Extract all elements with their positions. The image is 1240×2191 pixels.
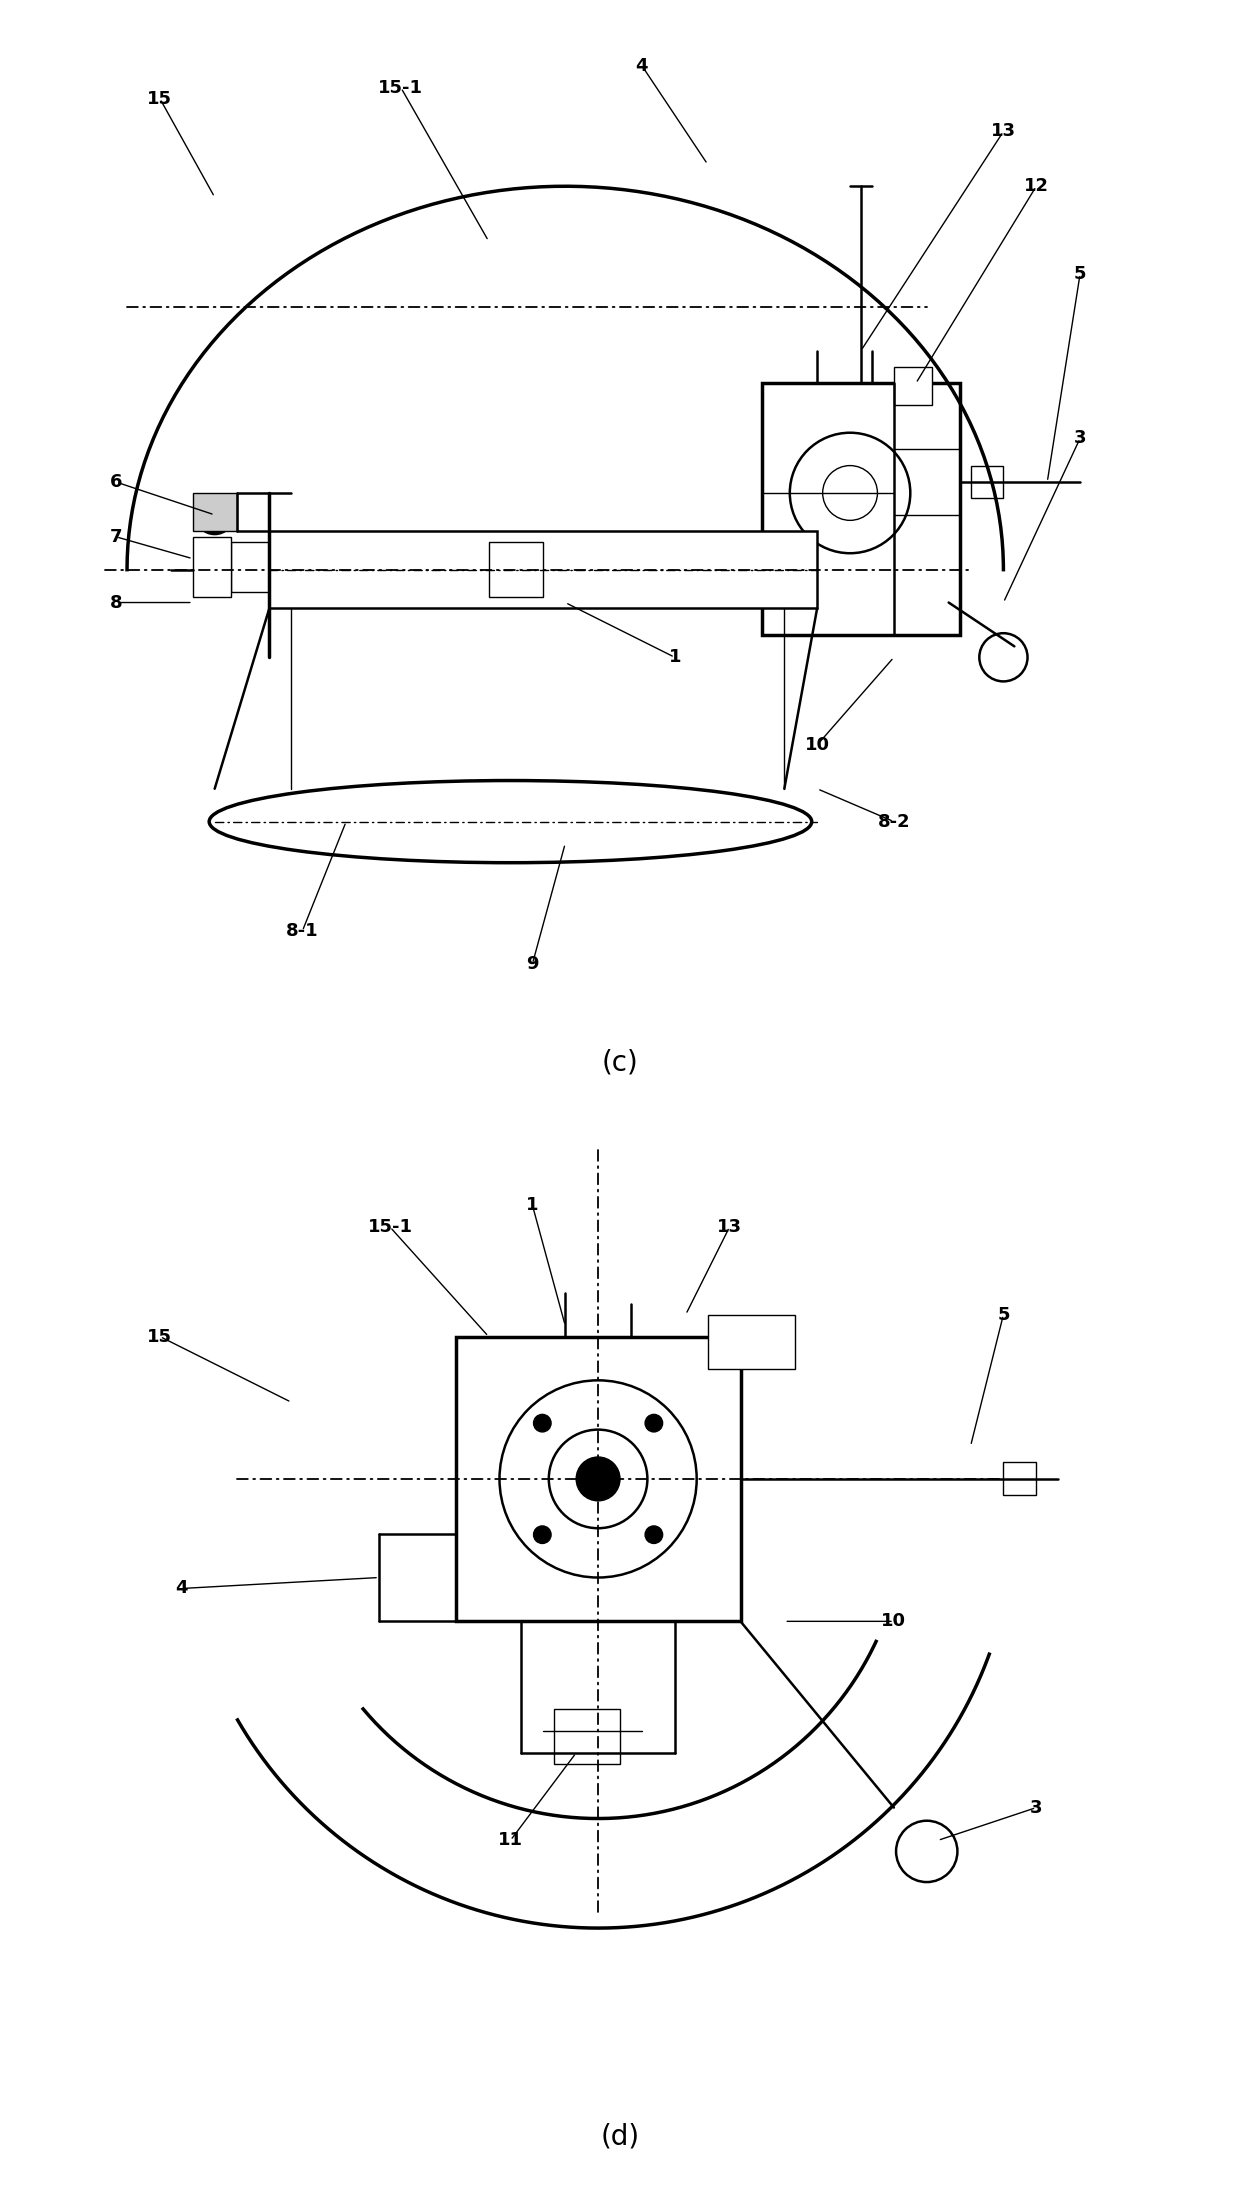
Text: 15: 15	[148, 1328, 172, 1345]
Text: 11: 11	[498, 1832, 523, 1849]
Circle shape	[577, 1457, 620, 1501]
Text: 1: 1	[526, 1196, 538, 1214]
Bar	[269, 532, 817, 609]
Text: 7: 7	[110, 528, 123, 546]
Bar	[763, 383, 960, 635]
Bar	[554, 1709, 620, 1764]
Text: 8: 8	[110, 594, 123, 611]
Circle shape	[645, 1525, 662, 1542]
Bar	[894, 366, 932, 405]
Text: 10: 10	[882, 1613, 906, 1630]
Text: 4: 4	[176, 1580, 188, 1597]
Text: 13: 13	[991, 123, 1016, 140]
Text: 5: 5	[997, 1306, 1009, 1323]
Circle shape	[195, 495, 234, 535]
Text: 3: 3	[1030, 1799, 1043, 1816]
Text: 15-1: 15-1	[367, 1218, 413, 1236]
Bar	[708, 1315, 795, 1369]
Text: 9: 9	[526, 955, 538, 973]
Text: 5: 5	[1074, 265, 1086, 283]
Text: 6: 6	[110, 473, 123, 491]
Text: 1: 1	[668, 649, 681, 666]
Bar	[192, 537, 231, 596]
Bar	[971, 464, 1003, 497]
Text: 3: 3	[1074, 429, 1086, 447]
Text: 8-1: 8-1	[286, 922, 319, 940]
Text: 12: 12	[1024, 177, 1049, 195]
Circle shape	[533, 1525, 551, 1542]
Bar	[489, 541, 543, 596]
Text: (c): (c)	[601, 1049, 639, 1076]
Circle shape	[533, 1415, 551, 1433]
Text: 8-2: 8-2	[878, 813, 910, 830]
Text: 4: 4	[636, 57, 649, 74]
Text: 10: 10	[805, 736, 830, 754]
Bar	[1003, 1464, 1037, 1494]
Text: 15-1: 15-1	[378, 79, 423, 96]
Text: 13: 13	[717, 1218, 742, 1236]
Circle shape	[645, 1415, 662, 1433]
Text: (d): (d)	[600, 2123, 640, 2149]
Bar	[231, 541, 269, 592]
Bar	[455, 1337, 740, 1621]
Bar	[192, 493, 237, 530]
Text: 15: 15	[148, 90, 172, 107]
